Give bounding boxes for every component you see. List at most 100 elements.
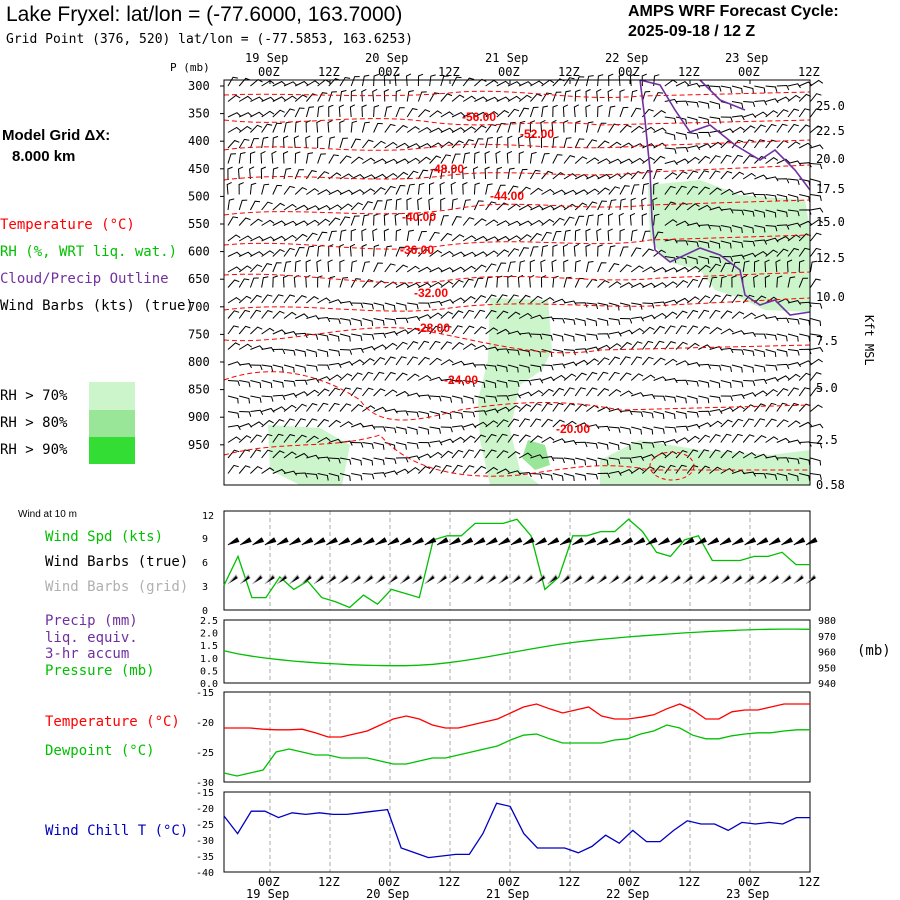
wind-barb [552,473,564,481]
wind-barb [642,411,654,419]
wind-barb [306,389,319,397]
wind-barb [731,364,743,373]
wind-barb-grid [276,574,288,585]
wind-barb [619,426,632,434]
wind-barb [776,194,788,202]
height-tick-label: 25.0 [816,99,845,113]
pressure-unit-label: (mb) [857,643,891,659]
wind-barb [776,457,790,463]
wind-barb [776,84,790,91]
wind-barb [440,250,454,257]
wind-barb [507,108,520,118]
wind-barb [664,172,678,180]
wind-barb [597,457,609,466]
isotherm-label: -20.00 [556,422,590,436]
wind-barb [305,152,314,164]
wind-barb [552,374,566,381]
wind-barb-grid [510,574,522,585]
wind-barb [597,122,607,133]
wind-barb [362,157,376,164]
wind-barb [574,372,587,381]
wind-barb [675,360,690,366]
wind-barb [384,172,398,180]
wind-barb [608,281,622,288]
wind-barb [407,315,421,321]
wind-barb [440,280,454,288]
wind-barb [384,263,396,273]
wind-barb [339,277,349,288]
wind-barb [462,435,476,443]
wind-barb [731,190,746,196]
wind-barb [362,174,376,180]
wind-barb [653,282,667,288]
wind-barb [563,420,577,428]
precip-ytick-label: 1.5 [200,641,218,652]
wind-barb [294,80,309,87]
wind-barb [664,439,678,444]
wind-barb-grid [498,574,510,585]
wind-barb [306,232,318,242]
wind-barb [642,126,656,133]
wind-barb [586,358,599,366]
wind-barb [451,342,464,350]
wind-barb [338,104,345,118]
wind-barb [787,83,801,89]
wind-barb [272,348,286,355]
wind-barb-true [719,537,732,546]
wind-barb [238,182,244,195]
wind-barb [698,186,710,195]
wind-barb [798,387,810,397]
wind-barb [351,442,364,448]
wind-barb [227,449,240,459]
wind-barb [373,186,386,195]
wind-barb [261,467,275,474]
wind-barb [698,363,711,370]
wind-barb [272,135,279,149]
wind-barb [294,151,301,164]
wind-barb [350,359,365,366]
pressure-tick-label: 450 [188,162,210,176]
wind-barb [518,120,526,133]
wind-barb [519,391,533,397]
wind-barb [787,141,801,149]
wind-barb-true [781,537,793,546]
wind-barb [709,85,722,92]
wind-barb [697,309,710,319]
wind-barb [272,364,284,373]
wind-barb [261,294,273,304]
wind-barb [731,225,743,234]
wind-barb [731,254,745,260]
wind-barb [361,201,373,211]
wind-barb [395,246,405,257]
wind-barb [552,217,565,226]
pressure-tick-label: 850 [188,383,210,397]
wind-barb [798,247,810,257]
wind-barb [675,185,687,195]
isotherm-line [223,297,811,312]
wind-barb [698,131,711,138]
wind-barb [742,294,755,304]
wind-barb [328,172,342,180]
wind-barb [709,294,721,304]
wind-barb [709,225,722,232]
wind-barb-true [387,537,400,546]
wind-barb-grid [301,574,313,585]
wind-barb [384,105,392,118]
wind-barb [373,457,385,466]
wind-barb [474,78,487,87]
wind-barb [642,393,656,400]
bottom-date-label: 22 Sep [606,887,649,900]
wind-barb-grid [707,574,719,585]
wind-barb [675,325,687,335]
wind-barb [395,228,402,242]
wind-barb [238,199,248,211]
wind-barb-grid [695,574,706,585]
wind-barb [585,121,594,133]
wind-barb-grid [338,574,350,585]
wind-barb [462,465,475,474]
wind-barb [474,421,488,428]
wind-barb [227,411,240,419]
wind-barb [395,317,409,324]
wind-barb [496,166,503,180]
top-hour-label: 00Z [378,65,400,79]
